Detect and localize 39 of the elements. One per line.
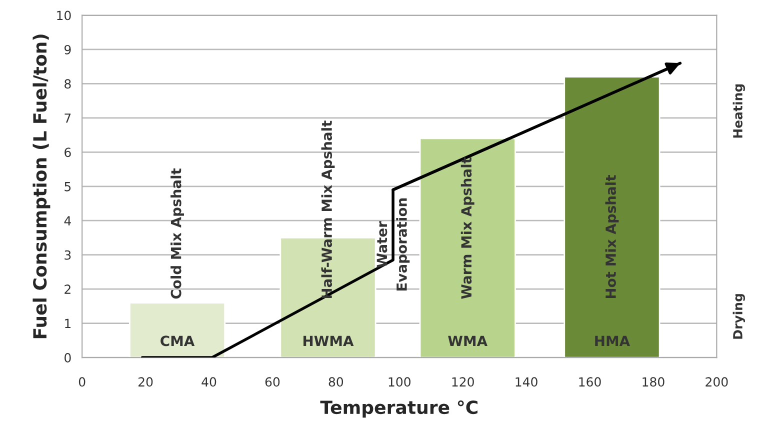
y-tick-label: 4 [64,216,71,226]
y-tick-label: 1 [65,318,71,328]
y-tick-label: 5 [64,182,71,192]
y-tick-label: 9 [64,44,71,54]
data-label: HWMA [304,336,354,346]
x-tick-label: 180 [642,377,664,387]
y-tick-label: 6 [64,148,71,158]
bar [564,76,660,358]
data-label: WMA [448,336,488,346]
series-label: Hot Mix Apshalt [605,175,619,298]
y-tick-label: 3 [64,250,71,260]
text: Cold Mix Apshalt [170,168,184,299]
y-axis-title: Fuel Consumption (L Fuel/ton) [32,34,50,338]
y-tick-label: 0 [64,352,71,362]
y-tick-label: 8 [64,79,71,89]
x-tick-label: 140 [516,377,538,387]
x-tick-label: 60 [265,377,280,387]
data-label: HMA [595,336,630,346]
x-tick-label: 40 [202,377,216,387]
series-label: Warm Mix Apshalt [460,157,474,299]
line-series [140,62,682,358]
x-tick-label: 160 [579,377,601,387]
text: Drying [732,294,745,339]
text: Half-Warm Mix Apshalt [321,120,335,298]
data-label: CMA [160,336,195,346]
text: Heating [732,84,745,138]
annotation: Water Evaporation [376,198,410,291]
bar [128,302,226,358]
y-tick-label: 2 [64,284,70,294]
x-tick-label: 80 [328,377,344,387]
y-tick-label: 10 [57,10,71,20]
y-tick-label: 7 [64,114,71,123]
x-tick-label: 200 [706,377,728,387]
x-tick-label: 120 [452,377,474,387]
x-tick-label: 100 [388,377,410,387]
x-axis-title: Temperature °C [320,400,478,418]
x-tick-label: 20 [138,377,153,387]
x-tick-label: 0 [78,377,86,387]
bar [419,138,516,358]
